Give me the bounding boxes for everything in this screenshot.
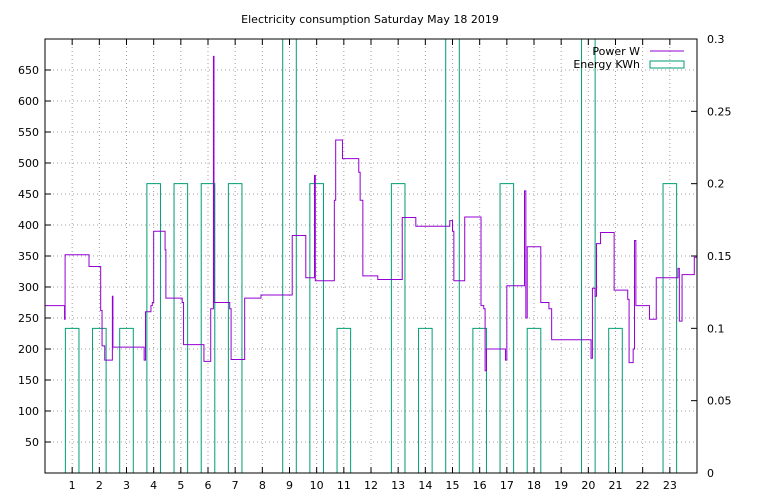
y2-tick-label: 0.1	[707, 322, 725, 335]
y-tick-label: 550	[18, 126, 39, 139]
x-tick-label: 11	[337, 479, 351, 492]
y-tick-label: 350	[18, 250, 39, 263]
y-tick-label: 300	[18, 281, 39, 294]
y-tick-label: 200	[18, 343, 39, 356]
energy-bar	[336, 327, 352, 473]
x-tick-label: 21	[609, 479, 623, 492]
energy-bar	[119, 327, 134, 473]
energy-bar	[200, 183, 216, 473]
energy-bar	[608, 327, 623, 473]
energy-bar	[309, 183, 324, 473]
x-tick-label: 13	[391, 479, 405, 492]
energy-bars	[64, 38, 678, 473]
legend-swatch-energy	[649, 60, 685, 69]
y-tick-label: 600	[18, 95, 39, 108]
y-tick-label: 50	[25, 436, 39, 449]
x-tick-label: 8	[259, 479, 266, 492]
energy-bar	[227, 183, 243, 473]
y-tick-label: 250	[18, 312, 39, 325]
y2-tick-label: 0.3	[707, 33, 725, 46]
y-tick-label: 450	[18, 188, 39, 201]
x-tick-label: 19	[554, 479, 568, 492]
y2-tick-label: 0.25	[707, 105, 732, 118]
x-tick-label: 6	[205, 479, 212, 492]
energy-bar	[390, 183, 406, 473]
x-tick-label: 16	[473, 479, 487, 492]
energy-bar	[146, 183, 161, 473]
legend-label-energy: Energy KWh	[573, 58, 640, 71]
x-tick-label: 10	[310, 479, 324, 492]
legend-label-power: Power W	[592, 45, 640, 58]
x-tick-label: 14	[418, 479, 432, 492]
y-tick-label: 500	[18, 157, 39, 170]
y2-tick-label: 0.05	[707, 395, 732, 408]
x-tick-label: 20	[581, 479, 595, 492]
energy-bar	[173, 183, 189, 473]
x-tick-label: 1	[69, 479, 76, 492]
energy-bar	[472, 327, 487, 473]
y-tick-label: 400	[18, 219, 39, 232]
energy-bar	[64, 327, 80, 473]
energy-bar	[662, 183, 678, 473]
energy-bar	[418, 327, 433, 473]
y-tick-label: 150	[18, 374, 39, 387]
legend: Power W Energy KWh	[573, 45, 685, 71]
x-tick-label: 9	[286, 479, 293, 492]
x-tick-label: 2	[96, 479, 103, 492]
chart-title: Electricity consumption Saturday May 18 …	[241, 13, 499, 26]
x-tick-label: 7	[232, 479, 239, 492]
x-tick-label: 4	[150, 479, 157, 492]
x-tick-label: 22	[636, 479, 650, 492]
x-tick-label: 17	[500, 479, 514, 492]
power-line	[45, 55, 697, 372]
x-tick-label: 12	[364, 479, 378, 492]
y2-tick-label: 0.15	[707, 250, 732, 263]
x-tick-label: 5	[177, 479, 184, 492]
power-line-layer	[45, 55, 697, 372]
y-tick-label: 650	[18, 64, 39, 77]
x-tick-label: 15	[446, 479, 460, 492]
x-tick-label: 23	[663, 479, 677, 492]
y2-tick-label: 0.2	[707, 178, 725, 191]
x-tick-label: 3	[123, 479, 130, 492]
energy-bar	[92, 327, 107, 473]
axis-ticks	[45, 38, 697, 474]
y2-tick-label: 0	[707, 467, 714, 480]
energy-bar	[526, 327, 542, 473]
energy-bar	[499, 183, 515, 473]
y-tick-label: 100	[18, 405, 39, 418]
x-tick-label: 18	[527, 479, 541, 492]
